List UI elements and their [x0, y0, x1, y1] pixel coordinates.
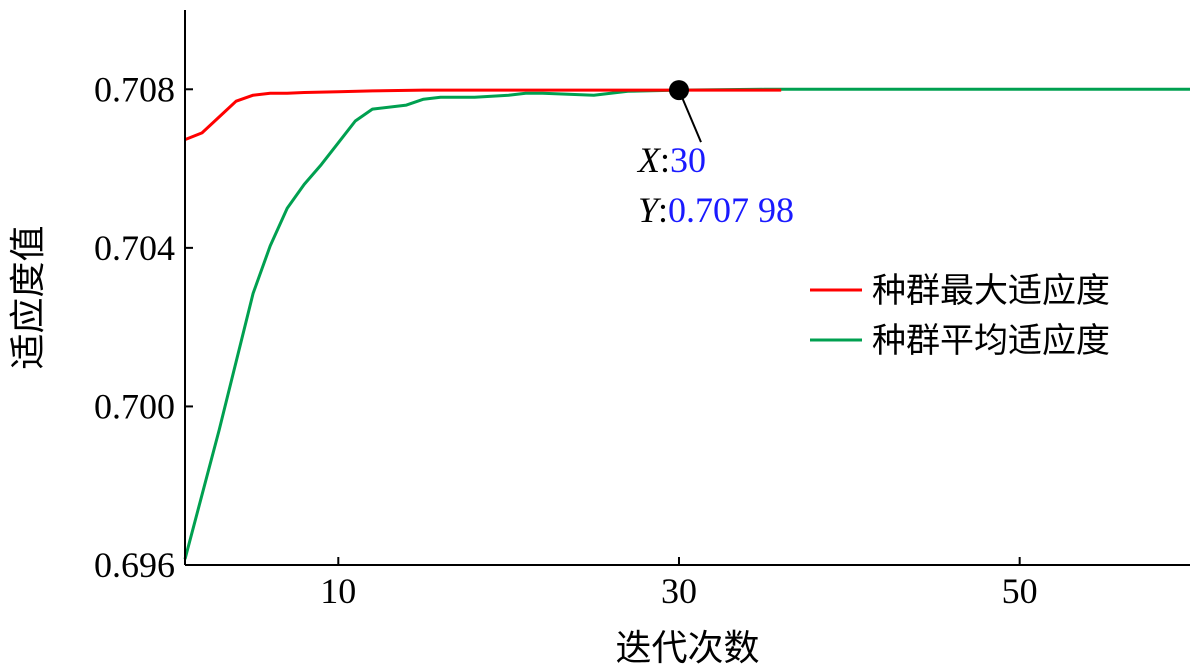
x-tick-label: 30 [661, 571, 697, 611]
datatip-y-readout: Y:0.707 98 [638, 190, 794, 230]
legend: 种群最大适应度 种群平均适应度 [810, 271, 1110, 361]
y-tick-label: 0.704 [94, 228, 175, 268]
datatip-y-colon: : [658, 190, 668, 230]
datatip-x-readout: X:30 [636, 140, 706, 180]
y-tick-label: 0.696 [94, 545, 175, 585]
datatip-x-value: 30 [670, 140, 706, 180]
datatip-x-key: X [636, 140, 662, 180]
series-layer [183, 87, 1190, 560]
x-axis-title: 迭代次数 [615, 628, 759, 669]
x-tick-label: 10 [320, 571, 356, 611]
legend-label-avg-fitness: 种群平均适应度 [872, 321, 1110, 361]
x-tick-label: 50 [1002, 571, 1038, 611]
axes [184, 10, 1190, 566]
tick-labels: 10 30 50 0.696 0.700 0.704 0.708 [94, 69, 1038, 611]
y-tick-label: 0.708 [94, 69, 175, 109]
datatip-x-colon: : [660, 140, 670, 180]
datatip-annotation: X:30 Y:0.707 98 [636, 80, 794, 230]
y-axis-title: 适应度值 [8, 225, 49, 369]
datatip-y-key: Y [638, 190, 662, 230]
legend-label-max-fitness: 种群最大适应度 [872, 271, 1110, 311]
series-line-max-fitness [184, 88, 782, 141]
datatip-marker [668, 80, 689, 101]
y-tick-label: 0.700 [94, 386, 175, 426]
datatip-y-value: 0.707 98 [668, 190, 794, 230]
